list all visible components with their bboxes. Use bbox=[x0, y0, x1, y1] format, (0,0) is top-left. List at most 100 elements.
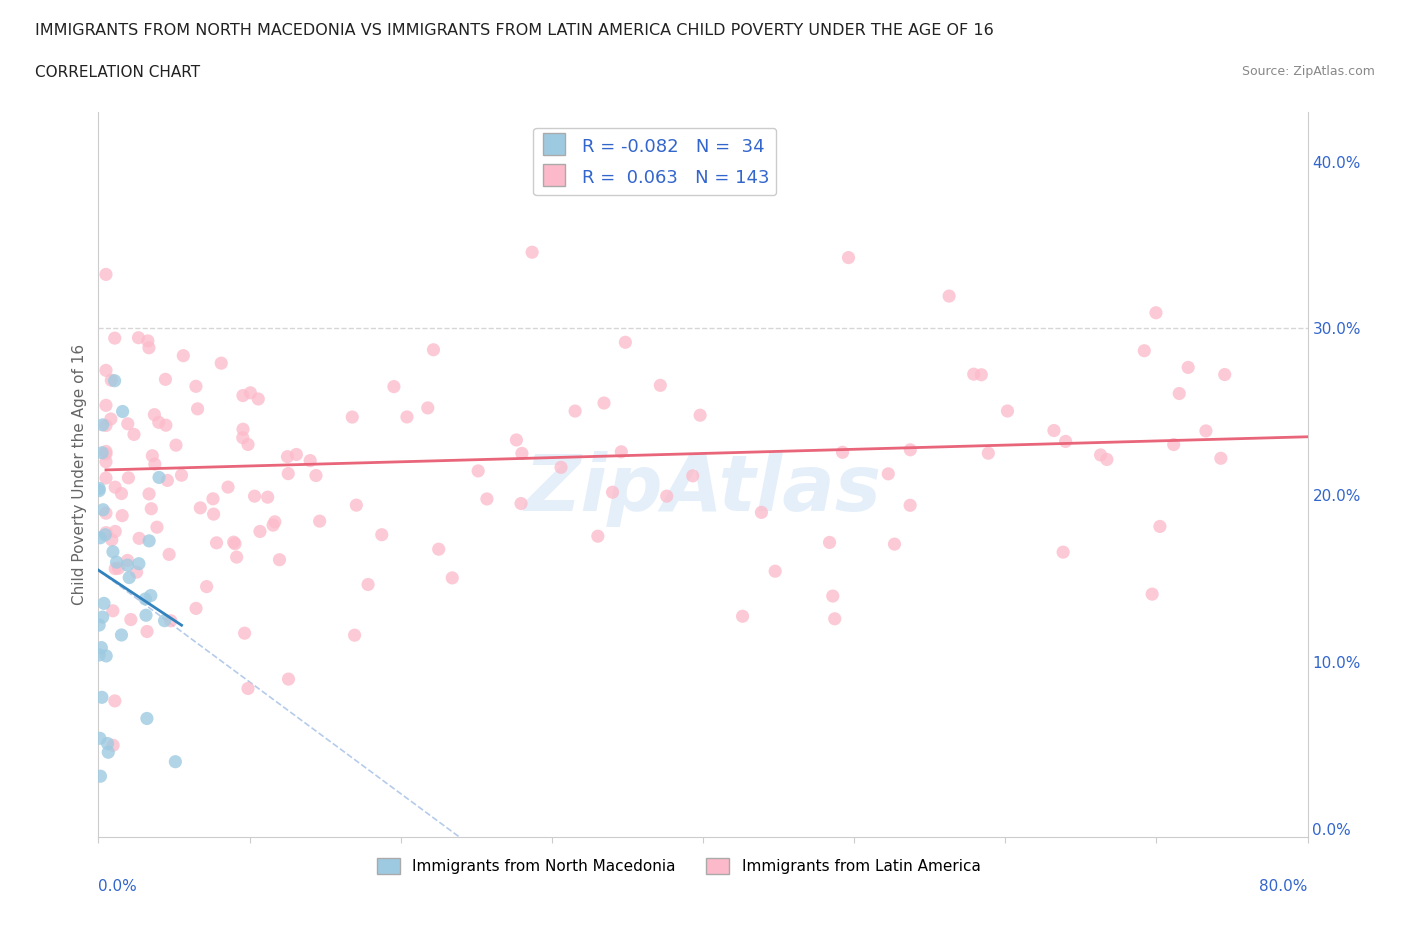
Point bbox=[100, 412, 122, 427]
Point bbox=[263, 514, 285, 529]
Point bbox=[89, 530, 111, 545]
Point bbox=[239, 385, 262, 400]
Point bbox=[94, 418, 117, 432]
Point bbox=[157, 547, 180, 562]
Point bbox=[155, 372, 177, 387]
Point bbox=[165, 438, 187, 453]
Legend: Immigrants from North Macedonia, Immigrants from Latin America: Immigrants from North Macedonia, Immigra… bbox=[371, 852, 987, 880]
Point bbox=[763, 564, 786, 578]
Point bbox=[104, 373, 127, 388]
Point bbox=[155, 418, 177, 432]
Point bbox=[610, 445, 633, 459]
Point bbox=[602, 485, 624, 499]
Point bbox=[883, 537, 905, 551]
Point bbox=[510, 496, 533, 511]
Point bbox=[1213, 367, 1236, 382]
Text: 0.0%: 0.0% bbox=[98, 879, 138, 894]
Point bbox=[343, 628, 366, 643]
Point bbox=[172, 348, 194, 363]
Point bbox=[165, 754, 187, 769]
Point bbox=[1133, 343, 1156, 358]
Point bbox=[209, 355, 232, 370]
Point bbox=[427, 542, 450, 557]
Point bbox=[170, 468, 193, 483]
Point bbox=[138, 340, 160, 355]
Point bbox=[117, 417, 139, 432]
Point bbox=[104, 524, 127, 538]
Point bbox=[104, 331, 127, 346]
Point bbox=[111, 404, 134, 418]
Point bbox=[236, 437, 259, 452]
Point bbox=[97, 737, 120, 751]
Point bbox=[107, 561, 129, 576]
Point bbox=[1140, 587, 1163, 602]
Point bbox=[285, 447, 308, 462]
Point bbox=[236, 681, 259, 696]
Point bbox=[997, 404, 1019, 418]
Point bbox=[877, 467, 900, 482]
Point bbox=[232, 431, 254, 445]
Point bbox=[120, 612, 142, 627]
Text: ZipAtlas: ZipAtlas bbox=[524, 451, 882, 526]
Point bbox=[135, 608, 157, 623]
Point bbox=[184, 601, 207, 616]
Point bbox=[100, 373, 122, 388]
Point bbox=[277, 466, 299, 481]
Point bbox=[222, 535, 245, 550]
Point bbox=[94, 446, 117, 461]
Point bbox=[105, 554, 128, 569]
Point bbox=[184, 379, 207, 393]
Point bbox=[134, 591, 156, 606]
Point bbox=[148, 470, 170, 485]
Point bbox=[821, 589, 844, 604]
Point bbox=[1144, 305, 1167, 320]
Point bbox=[201, 491, 224, 506]
Point bbox=[1177, 360, 1199, 375]
Point bbox=[195, 579, 218, 594]
Point bbox=[1149, 519, 1171, 534]
Point bbox=[586, 529, 609, 544]
Point bbox=[689, 407, 711, 422]
Point bbox=[357, 577, 380, 591]
Point bbox=[1054, 434, 1077, 449]
Point bbox=[125, 565, 148, 579]
Point bbox=[1043, 423, 1066, 438]
Point bbox=[148, 415, 170, 430]
Point bbox=[818, 535, 841, 550]
Point bbox=[117, 558, 139, 573]
Point bbox=[520, 245, 543, 259]
Point bbox=[510, 446, 533, 461]
Point bbox=[614, 335, 637, 350]
Point bbox=[100, 533, 122, 548]
Point bbox=[143, 407, 166, 422]
Point bbox=[159, 613, 181, 628]
Point bbox=[1195, 423, 1218, 438]
Point bbox=[898, 498, 921, 512]
Point bbox=[650, 378, 672, 392]
Point bbox=[94, 527, 117, 542]
Point bbox=[963, 366, 986, 381]
Point bbox=[91, 445, 114, 460]
Point bbox=[96, 648, 118, 663]
Point bbox=[127, 330, 149, 345]
Point bbox=[138, 486, 160, 501]
Point bbox=[232, 422, 254, 437]
Point bbox=[156, 473, 179, 488]
Point bbox=[141, 501, 163, 516]
Point bbox=[94, 398, 117, 413]
Point bbox=[128, 531, 150, 546]
Point bbox=[655, 489, 678, 504]
Point bbox=[395, 409, 418, 424]
Point bbox=[143, 457, 166, 472]
Point bbox=[135, 711, 157, 726]
Point bbox=[205, 536, 228, 551]
Point bbox=[146, 520, 169, 535]
Point bbox=[153, 613, 176, 628]
Point bbox=[94, 267, 117, 282]
Point bbox=[233, 626, 256, 641]
Point bbox=[89, 481, 111, 496]
Text: 80.0%: 80.0% bbox=[1260, 879, 1308, 894]
Point bbox=[977, 445, 1000, 460]
Point bbox=[122, 427, 145, 442]
Point bbox=[247, 392, 270, 406]
